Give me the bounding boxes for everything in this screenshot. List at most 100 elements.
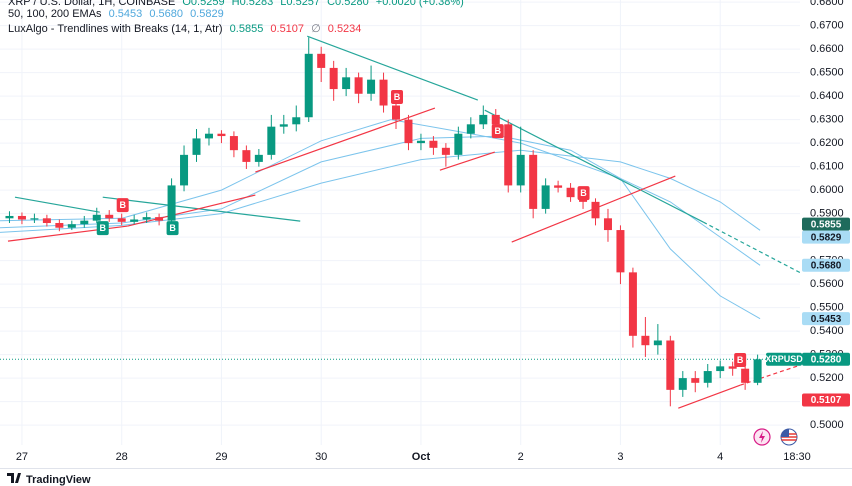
y-tick-label: 0.6800 [810, 0, 844, 8]
candle-body [466, 124, 475, 134]
candle-body [329, 67, 338, 90]
candle-body [142, 217, 151, 220]
candle-body [317, 53, 326, 68]
y-tick-label: 0.6700 [810, 20, 844, 32]
x-tick-label: Oct [412, 451, 431, 463]
x-tick-label: 28 [116, 451, 128, 463]
candle-body [641, 335, 650, 346]
trendline [14, 196, 100, 213]
price-label: 0.5280 [811, 354, 842, 365]
price-label: 0.5453 [811, 314, 842, 325]
footer: TradingView [0, 468, 852, 486]
candle-body [80, 220, 89, 225]
candle-body [267, 126, 276, 155]
legend-indicator-value: 0.5855 [229, 23, 264, 35]
y-tick-label: 0.6600 [810, 43, 844, 55]
legend-high: H0.5283 [231, 0, 274, 8]
break-marker [491, 124, 504, 139]
legend-ema-value: 0.5680 [149, 8, 183, 20]
legend-indicator-label: LuxAlgo - Trendlines with Breaks (14, 1,… [8, 23, 223, 35]
candle-body [155, 217, 164, 221]
candle-body [678, 378, 687, 390]
price-label-name: XRPUSD [765, 354, 803, 364]
y-tick-label: 0.6100 [810, 161, 844, 173]
trendline [702, 221, 800, 274]
candle-body [653, 340, 662, 346]
x-tick-label: 18:30 [783, 451, 811, 463]
x-tick-label: 2 [518, 451, 524, 463]
candle-body [479, 114, 488, 125]
price-label-box [802, 230, 850, 244]
brand-logo [7, 473, 21, 483]
candle-body [441, 147, 450, 155]
candle-body [566, 187, 575, 198]
candle-body [541, 185, 550, 209]
candle-body [5, 215, 14, 219]
price-label-box [802, 393, 850, 407]
candle-body [254, 154, 263, 162]
candle-body [17, 215, 26, 220]
candle-body [279, 124, 288, 127]
candle-body [105, 214, 114, 219]
candle-body [180, 154, 189, 186]
price-label: 0.5829 [811, 232, 842, 243]
candle-body [354, 77, 363, 94]
candle-body [242, 150, 251, 162]
candle-body [741, 368, 750, 383]
break-label: B [737, 355, 744, 365]
candle-body [217, 133, 226, 137]
candle-body [603, 218, 612, 231]
break-label: B [495, 126, 502, 136]
candle-body [728, 366, 737, 369]
break-label: B [580, 188, 587, 198]
candle-body [192, 138, 201, 155]
candle-body [167, 185, 176, 221]
trendline [127, 194, 256, 227]
x-tick-label: 27 [16, 451, 28, 463]
price-label-box [802, 217, 850, 231]
break-marker [116, 198, 129, 213]
break-label: B [394, 92, 401, 102]
legend-change: +0.0020 (+0.38%) [375, 0, 464, 8]
candle-body [30, 218, 39, 220]
y-tick-label: 0.6400 [810, 90, 844, 102]
y-tick-label: 0.6500 [810, 67, 844, 79]
legend-title: XRP / U.S. Dollar, 1H, COINBASE [8, 0, 176, 8]
brand[interactable]: TradingView [26, 474, 91, 486]
candle-body [229, 136, 238, 151]
candle-body [429, 140, 438, 148]
candle-body [304, 53, 313, 118]
icons [753, 428, 798, 446]
candle-body [92, 214, 101, 221]
legend-indicator-value: 0.5107 [270, 23, 305, 35]
candle-body [342, 77, 351, 90]
legend-indicator-value: ∅ [311, 23, 321, 35]
candle-body [379, 79, 388, 106]
ema-line [0, 135, 761, 266]
icon-flag-canton [781, 429, 789, 437]
legend-ema-value: 0.5453 [108, 8, 143, 20]
candle-body [504, 124, 513, 186]
candle-body [591, 201, 600, 219]
price-label-box [802, 312, 850, 326]
icon-alert-bolt [759, 431, 765, 443]
legend-low: L0.5257 [280, 0, 321, 8]
y-tick-label: 0.5600 [810, 278, 844, 290]
candle-body [691, 378, 700, 383]
legend-close: C0.5280 [327, 0, 369, 8]
y-tick-label: 0.5900 [810, 208, 844, 220]
candle-body [367, 79, 376, 94]
x-tick-label: 29 [215, 451, 227, 463]
y-tick-label: 0.5400 [810, 325, 844, 337]
legend-ema-label: 50, 100, 200 EMAs [8, 8, 102, 20]
candle-body [55, 223, 64, 228]
candle-body [67, 224, 76, 228]
axes: 0.50000.51000.52000.53000.54000.55000.56… [16, 0, 850, 463]
candle-body [716, 366, 725, 372]
break-marker [734, 353, 747, 368]
y-tick-label: 0.6200 [810, 137, 844, 149]
break-marker [166, 221, 179, 236]
legend-indicator: LuxAlgo - Trendlines with Breaks (14, 1,… [8, 22, 365, 35]
candle-body [42, 218, 51, 224]
